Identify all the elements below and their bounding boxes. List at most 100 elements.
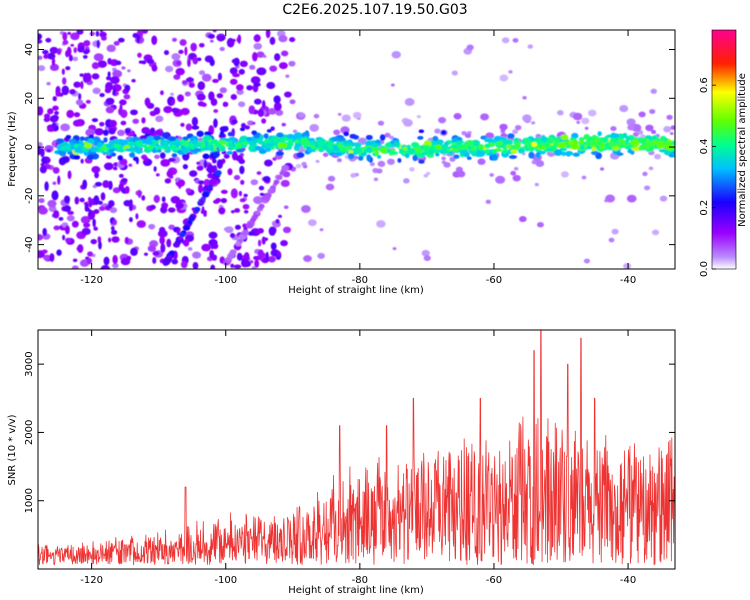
spectrogram-cell — [236, 252, 243, 261]
spectrogram-cell — [236, 142, 242, 149]
spectrogram-cell — [612, 145, 620, 152]
spectrogram-cell — [264, 138, 272, 144]
spectrogram-cell — [143, 144, 148, 149]
spectrogram-cell — [298, 112, 305, 118]
spectrogram-cell — [307, 148, 313, 153]
x-tick-label: -60 — [486, 575, 502, 586]
spectrogram-cell — [432, 148, 440, 154]
spectrogram-cell — [584, 126, 589, 130]
spectrogram-cell — [86, 154, 94, 160]
spectrogram-cell — [244, 125, 250, 130]
spectrogram-cell — [136, 220, 146, 228]
spectrogram-cell — [82, 72, 89, 83]
spectrogram-cell — [108, 237, 112, 243]
spectrogram-cell — [327, 175, 336, 182]
spectrogram-cell — [38, 55, 43, 60]
spectrogram-cell — [387, 158, 395, 165]
spectrogram-panel: -120 -100 -80 -60 -40 -40 -20 0 20 40 Height of … — [7, 29, 685, 296]
spectrogram-cell — [278, 214, 282, 218]
spectrogram-cell — [276, 250, 281, 258]
spectrogram-cell — [61, 156, 70, 163]
spectrogram-cell — [105, 106, 115, 114]
spectrogram-cell — [545, 147, 553, 152]
spectrogram-cell — [248, 105, 256, 115]
spectrogram-cell — [501, 37, 510, 44]
spectrogram-cell — [623, 263, 632, 269]
spectrogram-cell — [161, 196, 166, 203]
spectrogram-cell — [522, 114, 532, 123]
spectrogram-cell — [269, 36, 276, 45]
spectrogram-cell — [77, 244, 84, 253]
spectrogram-cell — [254, 145, 262, 151]
spectrogram-cell — [616, 152, 624, 156]
x-tick-label: -120 — [80, 275, 103, 286]
spectrogram-cell — [281, 164, 290, 172]
spectrogram-cell — [161, 140, 170, 147]
spectrogram-cell — [109, 207, 118, 214]
spectrogram-cell — [183, 239, 190, 247]
spectrogram-cell — [434, 128, 441, 134]
spectrogram-cell — [132, 118, 140, 124]
colorbar-tick-label: 0.6 — [699, 77, 710, 93]
spectrogram-cell — [153, 135, 161, 141]
x-tick-label: -40 — [620, 575, 636, 586]
spectrogram-cell — [97, 60, 107, 68]
spectrogram-cell — [390, 140, 395, 145]
spectrogram-cell — [531, 121, 536, 125]
spectrogram-cell — [638, 111, 646, 118]
spectrogram-cell — [677, 142, 685, 147]
spectrogram-x-ticks: -120 -100 -80 -60 -40 — [80, 30, 636, 286]
spectrogram-cell — [452, 142, 458, 146]
spectrogram-cell — [557, 110, 564, 116]
spectrogram-cell — [386, 142, 392, 148]
spectrogram-cell — [278, 35, 288, 43]
spectrogram-cell — [43, 117, 50, 123]
spectrogram-cell — [658, 149, 668, 153]
spectrogram-cell — [209, 58, 215, 67]
spectrogram-cell — [187, 58, 191, 68]
spectrogram-cell — [121, 66, 126, 70]
spectrogram-cell — [166, 170, 173, 178]
spectrogram-cell — [95, 30, 100, 37]
spectrogram-cell — [232, 73, 240, 78]
spectrogram-cell — [153, 194, 160, 203]
spectrogram-cell — [153, 107, 161, 115]
spectrogram-cell — [57, 175, 61, 185]
spectrogram-cell — [275, 109, 284, 116]
spectrogram-cell — [280, 179, 290, 188]
spectrogram-cell — [38, 106, 44, 116]
spectrogram-cell — [165, 65, 174, 73]
spectrogram-cell — [109, 119, 117, 128]
spectrogram-cell — [199, 199, 204, 204]
spectrogram-cell — [192, 251, 202, 259]
spectrogram-cell — [155, 145, 162, 151]
spectrogram-cell — [170, 144, 177, 151]
spectrogram-cell — [493, 135, 502, 142]
spectrogram-cell — [41, 156, 47, 165]
spectrogram-cell — [226, 37, 235, 48]
spectrogram-cell — [510, 170, 517, 176]
spectrogram-cell — [531, 141, 538, 147]
spectrogram-cell — [133, 156, 139, 161]
spectrogram-cell — [261, 100, 266, 109]
spectrogram-cell — [141, 30, 149, 34]
spectrogram-cell — [202, 135, 212, 141]
spectrogram-cell — [440, 148, 448, 155]
spectrogram-cell — [390, 151, 399, 155]
spectrogram-cell — [576, 120, 581, 124]
spectrogram-cell — [141, 195, 146, 201]
spectrogram-cell — [160, 158, 171, 167]
spectrogram-cell — [235, 148, 245, 153]
colorbar-gradient — [712, 30, 736, 269]
spectrogram-cell — [85, 99, 91, 104]
spectrogram-cell — [522, 96, 527, 100]
spectrogram-cell — [62, 31, 68, 41]
spectrogram-cell — [644, 135, 652, 139]
spectrogram-cell — [72, 119, 82, 127]
spectrogram-cell — [257, 249, 264, 258]
spectrogram-cell — [508, 70, 513, 74]
colorbar-tick-label: 0.2 — [699, 200, 710, 216]
spectrogram-cell — [513, 166, 519, 171]
spectrogram-cell — [180, 122, 185, 127]
spectrogram-cell — [38, 33, 43, 40]
